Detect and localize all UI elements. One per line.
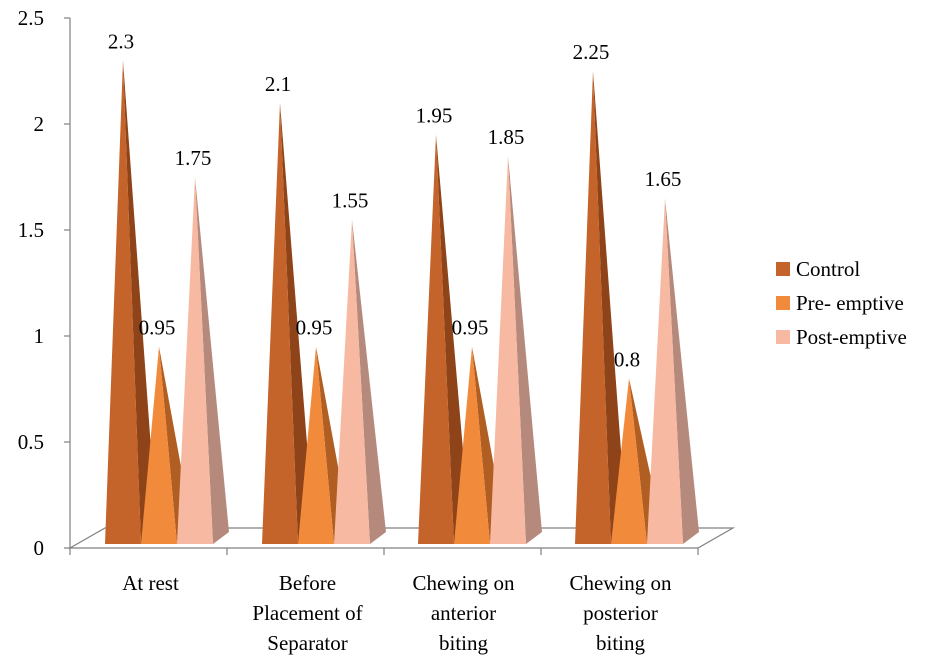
plot-area	[105, 60, 699, 545]
x-tick-label: Before	[279, 571, 336, 595]
x-axis: At rest Before Placement of Separator Chewin…	[122, 571, 672, 655]
bar-side	[593, 71, 627, 544]
x-tick-label: biting	[596, 631, 646, 655]
bar	[105, 60, 141, 545]
legend: Control Pre- emptive Post-emptive	[776, 257, 907, 349]
bar	[575, 71, 611, 544]
chart-floor	[67, 527, 736, 549]
bar	[177, 177, 213, 544]
y-tick-label: 0	[34, 536, 45, 560]
data-label: 1.65	[645, 167, 682, 191]
x-tick-label: anterior	[431, 601, 496, 625]
bar	[490, 155, 526, 545]
floor-plane	[67, 527, 736, 549]
legend-swatch	[776, 330, 790, 344]
bar-side	[665, 198, 699, 544]
legend-swatch	[776, 262, 790, 276]
bar	[334, 219, 370, 544]
legend-label: Post-emptive	[796, 325, 907, 349]
x-tick-label: Chewing on	[569, 571, 672, 595]
x-tick-label: biting	[439, 631, 489, 655]
x-tick-label: At rest	[122, 571, 179, 595]
y-tick-label: 2	[34, 112, 45, 136]
y-tick-label: 1.5	[18, 218, 44, 242]
bar	[418, 134, 454, 544]
bar	[141, 346, 177, 544]
x-tick-label: Placement of	[252, 601, 362, 625]
bar-side	[280, 102, 314, 545]
bar	[298, 346, 334, 544]
data-label: 2.25	[573, 40, 610, 64]
bar-side	[123, 60, 157, 545]
data-label: 1.55	[332, 188, 369, 212]
bar-side	[436, 134, 470, 544]
data-label: 1.95	[416, 104, 453, 128]
data-label: 0.95	[139, 316, 176, 340]
data-labels: 2.3 0.95 1.75 2.1 0.95 1.55 1.95 0.95 1.85 2.25 0.…	[108, 29, 682, 371]
x-tick-label: posterior	[583, 601, 658, 625]
bar-side	[508, 155, 542, 545]
data-label: 2.3	[108, 29, 134, 53]
y-tick-label: 1	[34, 324, 45, 348]
bar	[262, 102, 298, 545]
legend-swatch	[776, 296, 790, 310]
data-label: 0.95	[452, 316, 489, 340]
y-tick-label: 2.5	[18, 6, 44, 30]
bar-side	[195, 177, 229, 544]
bar	[647, 198, 683, 544]
y-axis: 0 0.5 1 1.5 2 2.5	[18, 6, 699, 560]
x-tick-label: Separator	[267, 631, 347, 655]
data-label: 0.95	[296, 316, 333, 340]
y-tick-label: 0.5	[18, 430, 44, 454]
x-tick-label: Chewing on	[412, 571, 515, 595]
bar-side	[352, 219, 386, 544]
data-label: 0.8	[614, 347, 640, 371]
data-label: 1.85	[488, 125, 525, 149]
data-label: 2.1	[265, 72, 291, 96]
legend-label: Pre- emptive	[796, 291, 904, 315]
data-label: 1.75	[175, 146, 212, 170]
legend-label: Control	[796, 257, 860, 281]
bar	[454, 346, 490, 544]
bar	[611, 378, 647, 544]
